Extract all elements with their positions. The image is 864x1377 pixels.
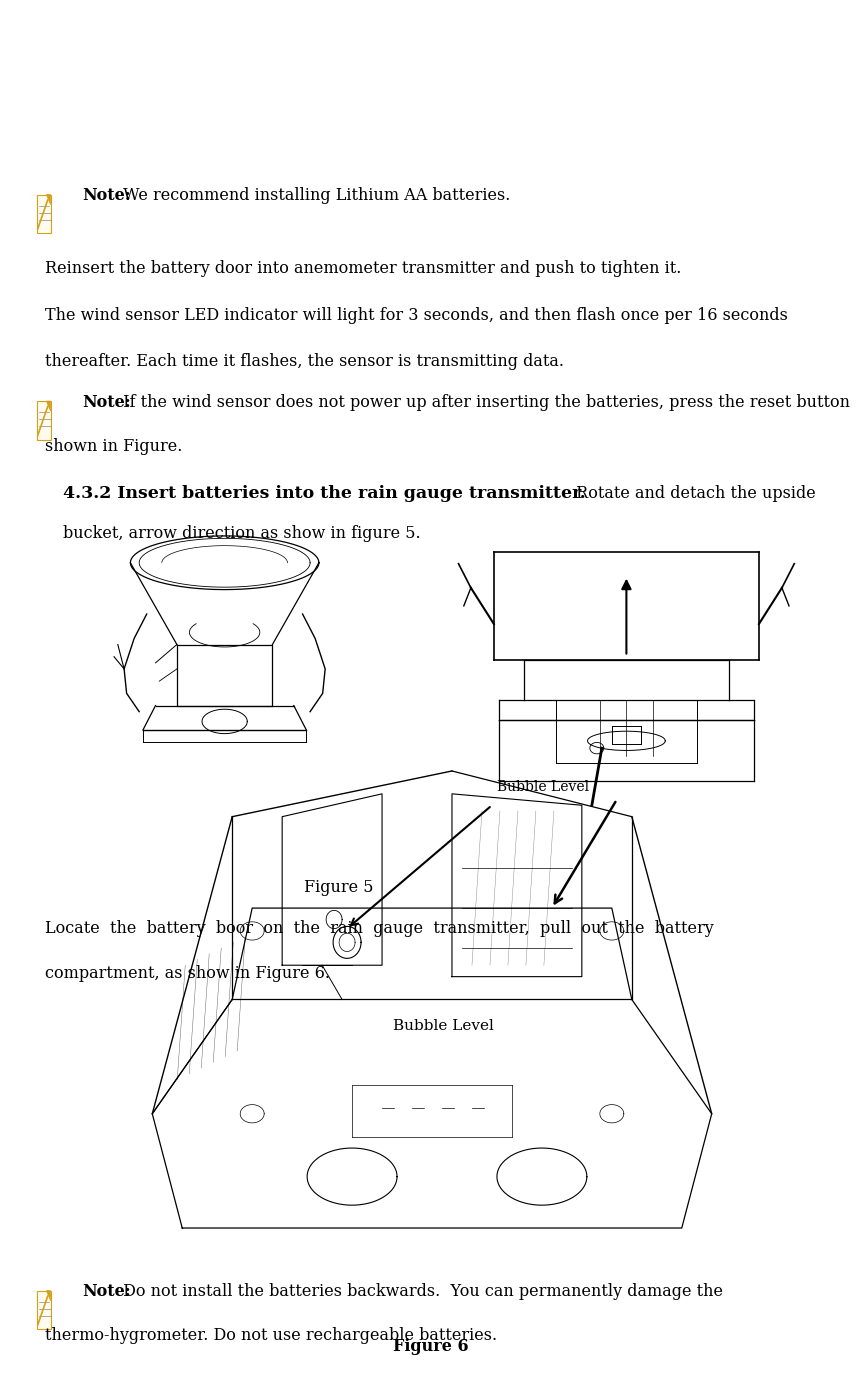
Text: Figure 6: Figure 6 [393,1338,469,1355]
Text: Note:: Note: [82,187,130,204]
Text: Note:: Note: [82,394,130,410]
Text: Bubble Level: Bubble Level [497,779,589,793]
Text: thermo-hygrometer. Do not use rechargeable batteries.: thermo-hygrometer. Do not use rechargeab… [45,1327,497,1344]
Text: Figure 5: Figure 5 [304,879,373,895]
Bar [37,1290,50,1329]
Text: Locate  the  battery  boor  on  the  rain  gauge  transmitter,  pull  out  the  : Locate the battery boor on the rain gaug… [45,920,714,936]
Text: shown in Figure.: shown in Figure. [45,438,182,454]
Text: We recommend installing Lithium AA batteries.: We recommend installing Lithium AA batte… [118,187,511,204]
Text: 4.3.2 Insert batteries into the rain gauge transmitter.: 4.3.2 Insert batteries into the rain gau… [63,485,586,501]
Bar [37,401,50,439]
Text: Reinsert the battery door into anemometer transmitter and push to tighten it.: Reinsert the battery door into anemomete… [45,260,682,277]
Text: bucket, arrow direction as show in figure 5.: bucket, arrow direction as show in figur… [63,525,421,541]
Text: If the wind sensor does not power up after inserting the batteries, press the re: If the wind sensor does not power up aft… [118,394,850,410]
Text: thereafter. Each time it flashes, the sensor is transmitting data.: thereafter. Each time it flashes, the se… [45,353,564,369]
Text: The wind sensor LED indicator will light for 3 seconds, and then flash once per : The wind sensor LED indicator will light… [45,307,788,324]
Polygon shape [47,401,50,412]
Text: compartment, as show in Figure 6.: compartment, as show in Figure 6. [45,965,330,982]
Text: Do not install the batteries backwards.  You can permanently damage the: Do not install the batteries backwards. … [118,1283,723,1300]
Polygon shape [47,1290,50,1301]
Text: Bubble Level: Bubble Level [393,1019,494,1033]
Bar [37,194,50,233]
Polygon shape [47,194,50,205]
Text: Rotate and detach the upside: Rotate and detach the upside [571,485,816,501]
Text: Note:: Note: [82,1283,130,1300]
